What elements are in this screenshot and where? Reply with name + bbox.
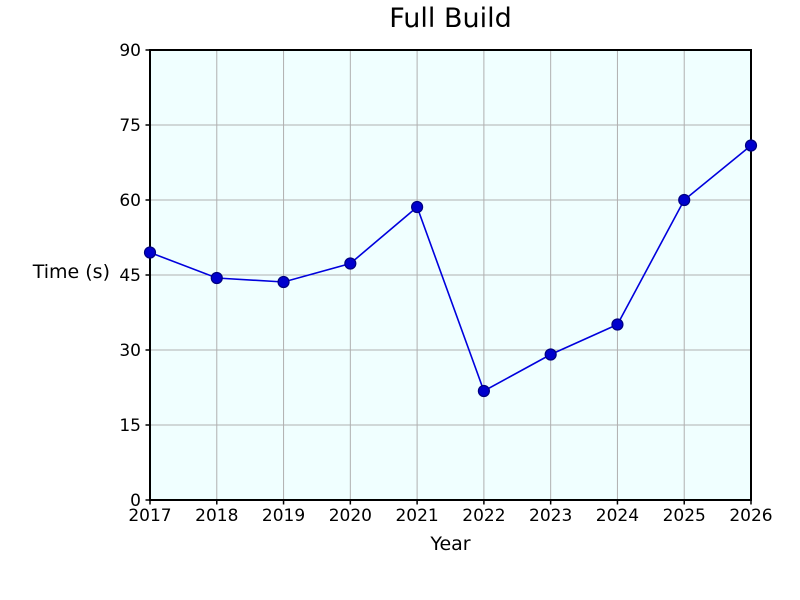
y-tick-label: 90: [119, 41, 141, 61]
x-tick-label: 2024: [596, 506, 639, 526]
chart-title: Full Build: [389, 3, 512, 34]
data-point-2022: [477, 384, 490, 398]
x-tick-label: 2025: [663, 506, 706, 526]
x-tick-label: 2017: [128, 506, 171, 526]
x-tick-label: 2018: [195, 506, 238, 526]
x-axis-label: Year: [430, 533, 471, 555]
x-tick-label: 2023: [529, 506, 572, 526]
x-tick-label: 2026: [729, 506, 772, 526]
data-line: [149, 144, 752, 393]
y-tick-label: 75: [119, 116, 141, 136]
data-point-2025: [678, 193, 691, 207]
y-tick-label: 0: [130, 491, 141, 511]
y-axis-label: Time (s): [32, 261, 110, 283]
data-point-2017: [143, 246, 157, 259]
data-point-2026: [744, 139, 758, 152]
y-tick-label: 60: [119, 191, 141, 211]
x-tick-label: 2021: [395, 506, 438, 526]
data-point-2019: [277, 275, 290, 289]
y-tick-label: 45: [119, 266, 141, 286]
x-tick-label: 2022: [462, 506, 505, 526]
data-point-2020: [344, 257, 357, 270]
x-tick-label: 2020: [329, 506, 372, 526]
data-point-2018: [210, 271, 223, 285]
x-tick-label: 2019: [262, 506, 305, 526]
data-point-2023: [544, 348, 557, 361]
data-point-2021: [411, 200, 424, 214]
y-tick-label: 30: [119, 341, 141, 361]
data-point-2024: [611, 318, 624, 331]
y-tick-label: 15: [119, 416, 141, 436]
axes-spines: [149, 49, 752, 501]
